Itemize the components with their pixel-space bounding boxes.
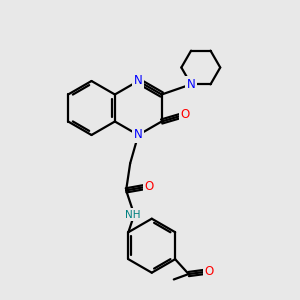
Text: O: O [204, 265, 214, 278]
Text: NH: NH [125, 210, 140, 220]
Text: O: O [180, 108, 189, 121]
Text: N: N [187, 78, 196, 91]
Text: N: N [134, 74, 142, 88]
Text: N: N [134, 128, 142, 142]
Text: O: O [144, 180, 154, 193]
